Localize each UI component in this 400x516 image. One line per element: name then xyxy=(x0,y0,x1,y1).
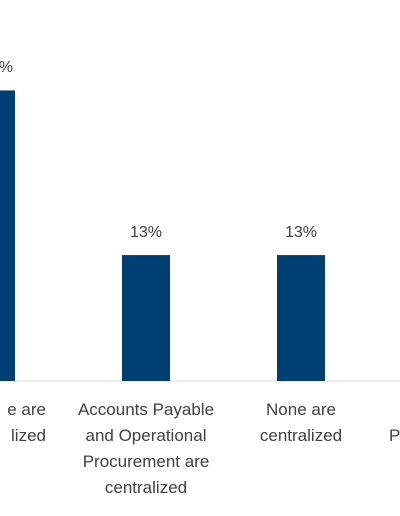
x-tick-label: None are centralized xyxy=(259,400,343,445)
bar xyxy=(0,90,15,381)
bar xyxy=(277,255,325,381)
value-label: 13% xyxy=(129,224,163,242)
x-tick-label: P xyxy=(389,426,400,445)
x-tick-label: Accounts Payable and Operational Procure… xyxy=(77,400,215,497)
value-label: 13% xyxy=(284,224,318,242)
x-tick-label: e are lized xyxy=(7,400,46,445)
bar xyxy=(122,255,170,381)
value-label: % xyxy=(0,59,13,77)
